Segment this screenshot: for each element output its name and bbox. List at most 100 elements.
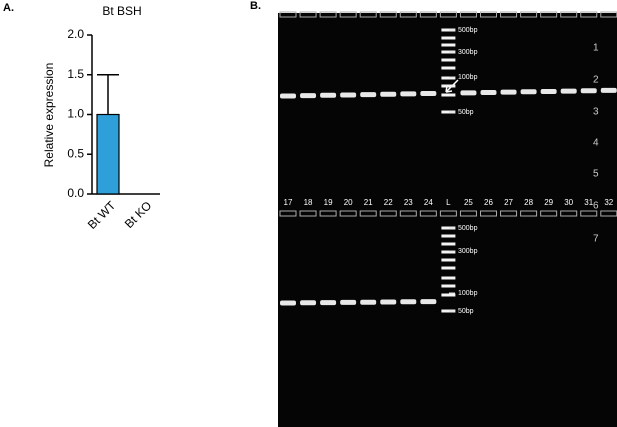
- lane-label: 15: [584, 1, 593, 10]
- band: [280, 93, 296, 99]
- ladder-band: [441, 226, 456, 230]
- ladder-label: 300bp: [458, 49, 478, 56]
- lane-label: 18: [304, 198, 313, 207]
- lane-label: 2: [306, 1, 311, 10]
- lane-label: 25: [464, 198, 473, 207]
- ladder-band: [441, 250, 456, 254]
- lane-label: 19: [324, 198, 333, 207]
- panel-label: A.: [3, 2, 14, 14]
- band: [360, 92, 377, 98]
- ladder-label: 50bp: [458, 308, 474, 315]
- well: [500, 11, 518, 18]
- edge-mark: 2: [593, 75, 599, 86]
- ladder-band: [441, 276, 456, 280]
- band: [320, 300, 337, 306]
- ladder-band: [441, 309, 456, 313]
- ladder-band: [441, 284, 456, 288]
- chart-title: Bt BSH: [102, 4, 141, 18]
- edge-mark: 3: [593, 107, 599, 118]
- well: [580, 11, 598, 18]
- band: [420, 91, 437, 97]
- band: [600, 87, 617, 93]
- ladder-label: 100bp: [458, 290, 478, 297]
- lane-label: 8: [426, 1, 431, 10]
- lane-label: 16: [604, 1, 613, 10]
- lane-label: 27: [504, 198, 513, 207]
- lane-label: 29: [544, 198, 553, 207]
- lane-label: 22: [384, 198, 393, 207]
- y-tick-label: 0.5: [67, 146, 84, 160]
- ladder-band: [441, 234, 456, 238]
- lane-label: 31: [584, 198, 593, 207]
- band: [520, 89, 537, 95]
- well: [339, 210, 357, 217]
- lane-label: 30: [564, 198, 573, 207]
- well: [419, 11, 437, 18]
- y-tick-label: 2.0: [67, 27, 84, 41]
- ladder-band: [441, 43, 456, 47]
- band: [580, 88, 597, 94]
- lane-label: 28: [524, 198, 533, 207]
- lane-label: 10: [484, 1, 493, 10]
- well: [399, 210, 417, 217]
- band: [360, 299, 377, 305]
- band: [340, 299, 357, 305]
- well: [279, 210, 297, 217]
- well: [319, 210, 337, 217]
- lane-label: 26: [484, 198, 493, 207]
- band: [280, 300, 296, 306]
- edge-mark: 5: [593, 169, 599, 180]
- lane-label: 11: [504, 1, 513, 10]
- well: [319, 11, 337, 18]
- edge-mark: 6: [593, 201, 599, 212]
- band: [340, 92, 357, 98]
- well: [520, 210, 538, 217]
- lane-label: 14: [564, 1, 573, 10]
- x-tick-label: Bt KO: [122, 198, 155, 231]
- well: [299, 210, 317, 217]
- ladder-band: [441, 84, 456, 88]
- band: [380, 299, 397, 305]
- edge-mark: 7: [593, 234, 599, 245]
- ladder-band: [441, 58, 456, 62]
- band: [320, 92, 337, 98]
- y-axis-label: Relative expression: [42, 63, 56, 168]
- well: [419, 210, 437, 217]
- well: [560, 11, 578, 18]
- lane-label: 9: [466, 1, 471, 10]
- well: [359, 11, 377, 18]
- well: [439, 210, 457, 217]
- band: [500, 89, 517, 95]
- well: [299, 11, 317, 18]
- lane-label: 20: [344, 198, 353, 207]
- lane-label: 4: [346, 1, 351, 10]
- well: [500, 210, 518, 217]
- well: [339, 11, 357, 18]
- ladder-band: [441, 66, 456, 70]
- band: [380, 91, 397, 97]
- band: [560, 88, 577, 94]
- well: [580, 210, 598, 217]
- y-tick-label: 0.0: [67, 186, 84, 200]
- ladder-band: [441, 110, 456, 114]
- y-tick-label: 1.5: [67, 67, 84, 81]
- well: [459, 210, 477, 217]
- well: [540, 210, 558, 217]
- ladder-band: [441, 93, 456, 97]
- lane-label: 13: [544, 1, 553, 10]
- band: [540, 88, 557, 94]
- well: [439, 11, 457, 18]
- well: [459, 11, 477, 18]
- well: [279, 11, 297, 18]
- ladder-band: [441, 76, 456, 80]
- well: [379, 11, 397, 18]
- gel-background: [278, 13, 617, 427]
- lane-label: 1: [286, 1, 291, 10]
- well: [379, 210, 397, 217]
- ladder-label: 300bp: [458, 248, 478, 255]
- band: [400, 91, 417, 97]
- ladder-band: [441, 50, 456, 54]
- edge-mark: 4: [593, 138, 599, 149]
- lane-label: 3: [326, 1, 331, 10]
